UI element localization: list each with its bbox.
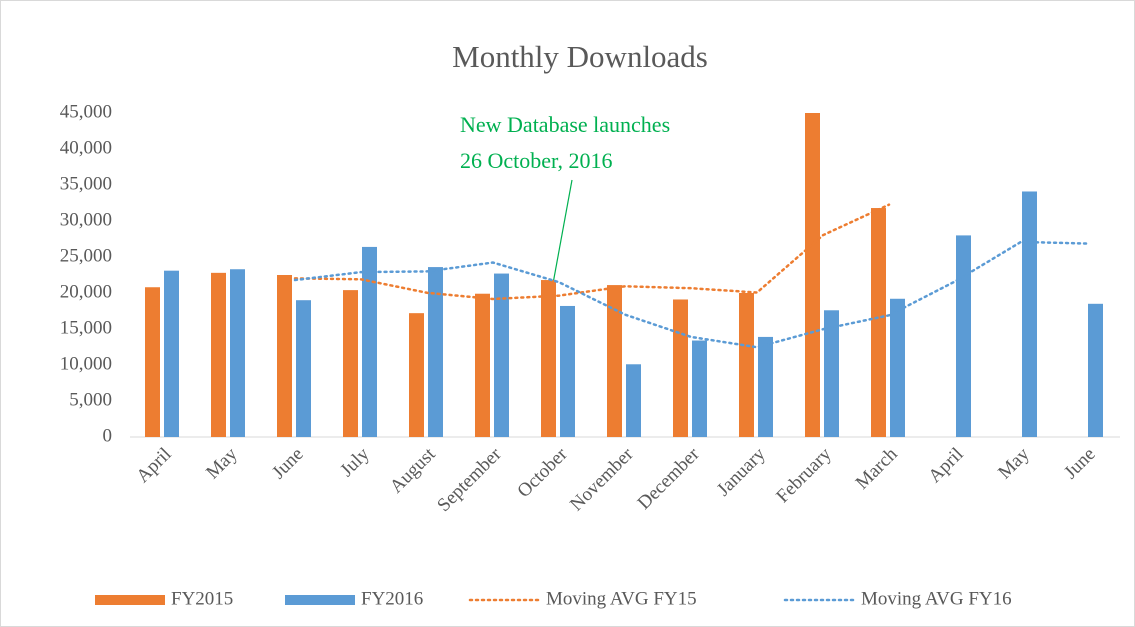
legend-label: Moving AVG FY15 — [546, 588, 697, 609]
chart-title: Monthly Downloads — [452, 39, 708, 74]
y-tick-label: 45,000 — [60, 101, 112, 122]
bar — [164, 270, 179, 437]
bar — [871, 208, 886, 437]
bar — [541, 280, 556, 437]
bar — [409, 313, 424, 437]
annotation: 26 October, 2016 — [460, 148, 612, 173]
bar — [145, 287, 160, 437]
bar — [494, 273, 509, 437]
bar — [211, 272, 226, 437]
y-tick-label: 5,000 — [69, 389, 112, 410]
bar — [824, 310, 839, 437]
bar — [560, 305, 575, 437]
y-tick-label: 15,000 — [60, 317, 112, 338]
bar — [428, 267, 443, 437]
y-tick-label: 0 — [103, 425, 113, 446]
y-tick-label: 30,000 — [60, 209, 112, 230]
bar — [673, 299, 688, 437]
bar — [475, 293, 490, 437]
legend-swatch — [95, 595, 165, 605]
y-tick-label: 35,000 — [60, 173, 112, 194]
bar — [296, 300, 311, 437]
legend-label: Moving AVG FY16 — [861, 588, 1012, 609]
bar — [692, 340, 707, 437]
bar — [739, 293, 754, 437]
y-tick-label: 10,000 — [60, 353, 112, 374]
moving-average-line — [293, 203, 891, 301]
moving-average-line — [293, 240, 1089, 349]
legend-label: FY2016 — [361, 588, 423, 609]
bar — [607, 285, 622, 437]
bar — [758, 336, 773, 437]
bar — [277, 275, 292, 437]
bar — [230, 269, 245, 437]
bar — [1022, 191, 1037, 437]
bar — [1088, 303, 1103, 437]
bar — [362, 246, 377, 437]
annotation-arrow — [549, 179, 573, 301]
bar — [890, 298, 905, 437]
bar — [956, 235, 971, 437]
legend-swatch — [285, 595, 355, 605]
y-tick-label: 25,000 — [60, 245, 112, 266]
bar — [343, 290, 358, 437]
bar — [805, 113, 820, 437]
y-tick-label: 20,000 — [60, 281, 112, 302]
bar — [626, 364, 641, 437]
annotation: New Database launches — [460, 112, 670, 137]
legend-label: FY2015 — [171, 588, 233, 609]
y-tick-label: 40,000 — [60, 137, 112, 158]
